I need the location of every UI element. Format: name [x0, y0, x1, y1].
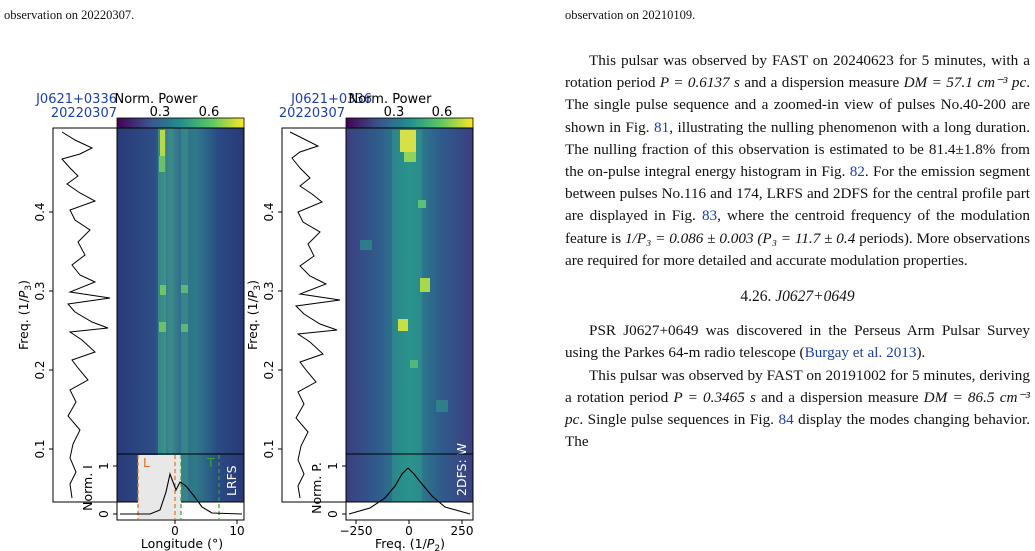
fig-ref-83[interactable]: 83 — [701, 207, 718, 225]
norm-p-label: Norm. P. — [309, 462, 324, 514]
cbar-tick-03-1: 0.3 — [150, 105, 171, 120]
lrfs-side-spectrum-curve — [61, 131, 111, 499]
paragraph-j0627-discovery: PSR J0627+0649 was discovered in the Per… — [565, 322, 1030, 362]
norm-i-label: Norm. I — [80, 465, 95, 511]
dfs-side-spectrum-frame — [281, 127, 347, 503]
freq2-tick-m250: −250 — [340, 524, 373, 538]
body-text-column: This pulsar was observed by FAST on 2024… — [565, 50, 1030, 453]
cbar-tick-06-1: 0.6 — [199, 105, 220, 120]
norm-power-label-1: Norm. Power — [114, 92, 198, 107]
caption-right-fragment: observation on 20210109. — [565, 8, 696, 22]
figure-bottom-profiles: L T 0 1 Norm. I 0 10 Longitude (°) 0 1 N… — [80, 453, 474, 551]
ytick-0-2: 0 — [326, 510, 340, 518]
dfs-side-spectrum-curve — [289, 131, 341, 499]
freq-axis-label-2: Freq. (1/P3) — [245, 280, 263, 350]
freq2-tick-250: 250 — [451, 524, 474, 538]
ref-burgay-2013[interactable]: Burgay et al. 2013 — [804, 344, 917, 362]
ytick-0-1: 0 — [97, 510, 111, 518]
lrfs-heatmap — [117, 128, 244, 502]
marker-T: T — [206, 455, 215, 470]
pulsar-name-2: J0621+0336 — [290, 92, 372, 107]
colorbar-1 — [116, 117, 245, 129]
fig-ref-82[interactable]: 82 — [849, 163, 865, 181]
lrfs-side-spectrum-frame — [52, 127, 118, 503]
cbar-tick-06-2: 0.6 — [432, 105, 453, 120]
lon-tick-10: 10 — [229, 524, 244, 538]
pulsar-name-1: J0621+0336 — [35, 92, 117, 107]
figure-lrfs-2dfs: J0621+0336 20220307 Norm. Power 0.3 0.6 … — [16, 92, 474, 503]
freq-tick-01-2: 0.1 — [262, 439, 276, 458]
freq-axis-label-1: Freq. (1/P3) — [16, 280, 34, 350]
panel-tag-lrfs: LRFS — [224, 465, 239, 496]
caption-left-fragment: observation on 20220307. — [4, 8, 135, 22]
lon-tick-0: 0 — [171, 524, 179, 538]
obs-date-1: 20220307 — [51, 106, 117, 121]
freq2-tick-0: 0 — [405, 524, 413, 538]
dfs-heatmap — [346, 128, 473, 502]
freq-tick-04-2: 0.4 — [262, 202, 276, 221]
ytick-1-1: 1 — [97, 462, 111, 470]
freq-axis-ticks-1: 0.1 0.2 0.3 0.4 — [33, 202, 53, 459]
profile-curve-2 — [348, 467, 471, 515]
freq-tick-04-1: 0.4 — [33, 202, 47, 221]
freq-axis-ticks-2: 0.1 0.2 0.3 0.4 — [262, 202, 282, 459]
freq-tick-01-1: 0.1 — [33, 439, 47, 458]
fig-ref-84[interactable]: 84 — [778, 411, 794, 429]
freq-tick-02-1: 0.2 — [33, 360, 47, 379]
norm-power-label-2: Norm. Power — [348, 92, 432, 107]
paragraph-j0621: This pulsar was observed by FAST on 2024… — [565, 52, 1031, 269]
obs-date-2: 20220307 — [279, 106, 345, 121]
marker-L: L — [143, 455, 150, 470]
colorbar-2 — [345, 117, 474, 129]
profile-curve-1 — [120, 472, 243, 515]
cbar-tick-03-2: 0.3 — [384, 105, 405, 120]
freq-tick-02-2: 0.2 — [262, 360, 276, 379]
ytick-1-2: 1 — [326, 462, 340, 470]
freq2-axis-label: Freq. (1/P2) — [375, 536, 445, 551]
paragraph-j0627-obs: This pulsar was observed by FAST on 2019… — [565, 366, 1031, 451]
fig-ref-81[interactable]: 81 — [654, 118, 670, 136]
longitude-axis-label: Longitude (°) — [141, 536, 223, 551]
panel-tag-2dfs: 2DFS: W — [454, 443, 469, 496]
freq-tick-03-2: 0.3 — [262, 281, 276, 300]
section-heading: 4.26. J0627+0649 — [740, 288, 855, 306]
freq-tick-03-1: 0.3 — [33, 281, 47, 300]
